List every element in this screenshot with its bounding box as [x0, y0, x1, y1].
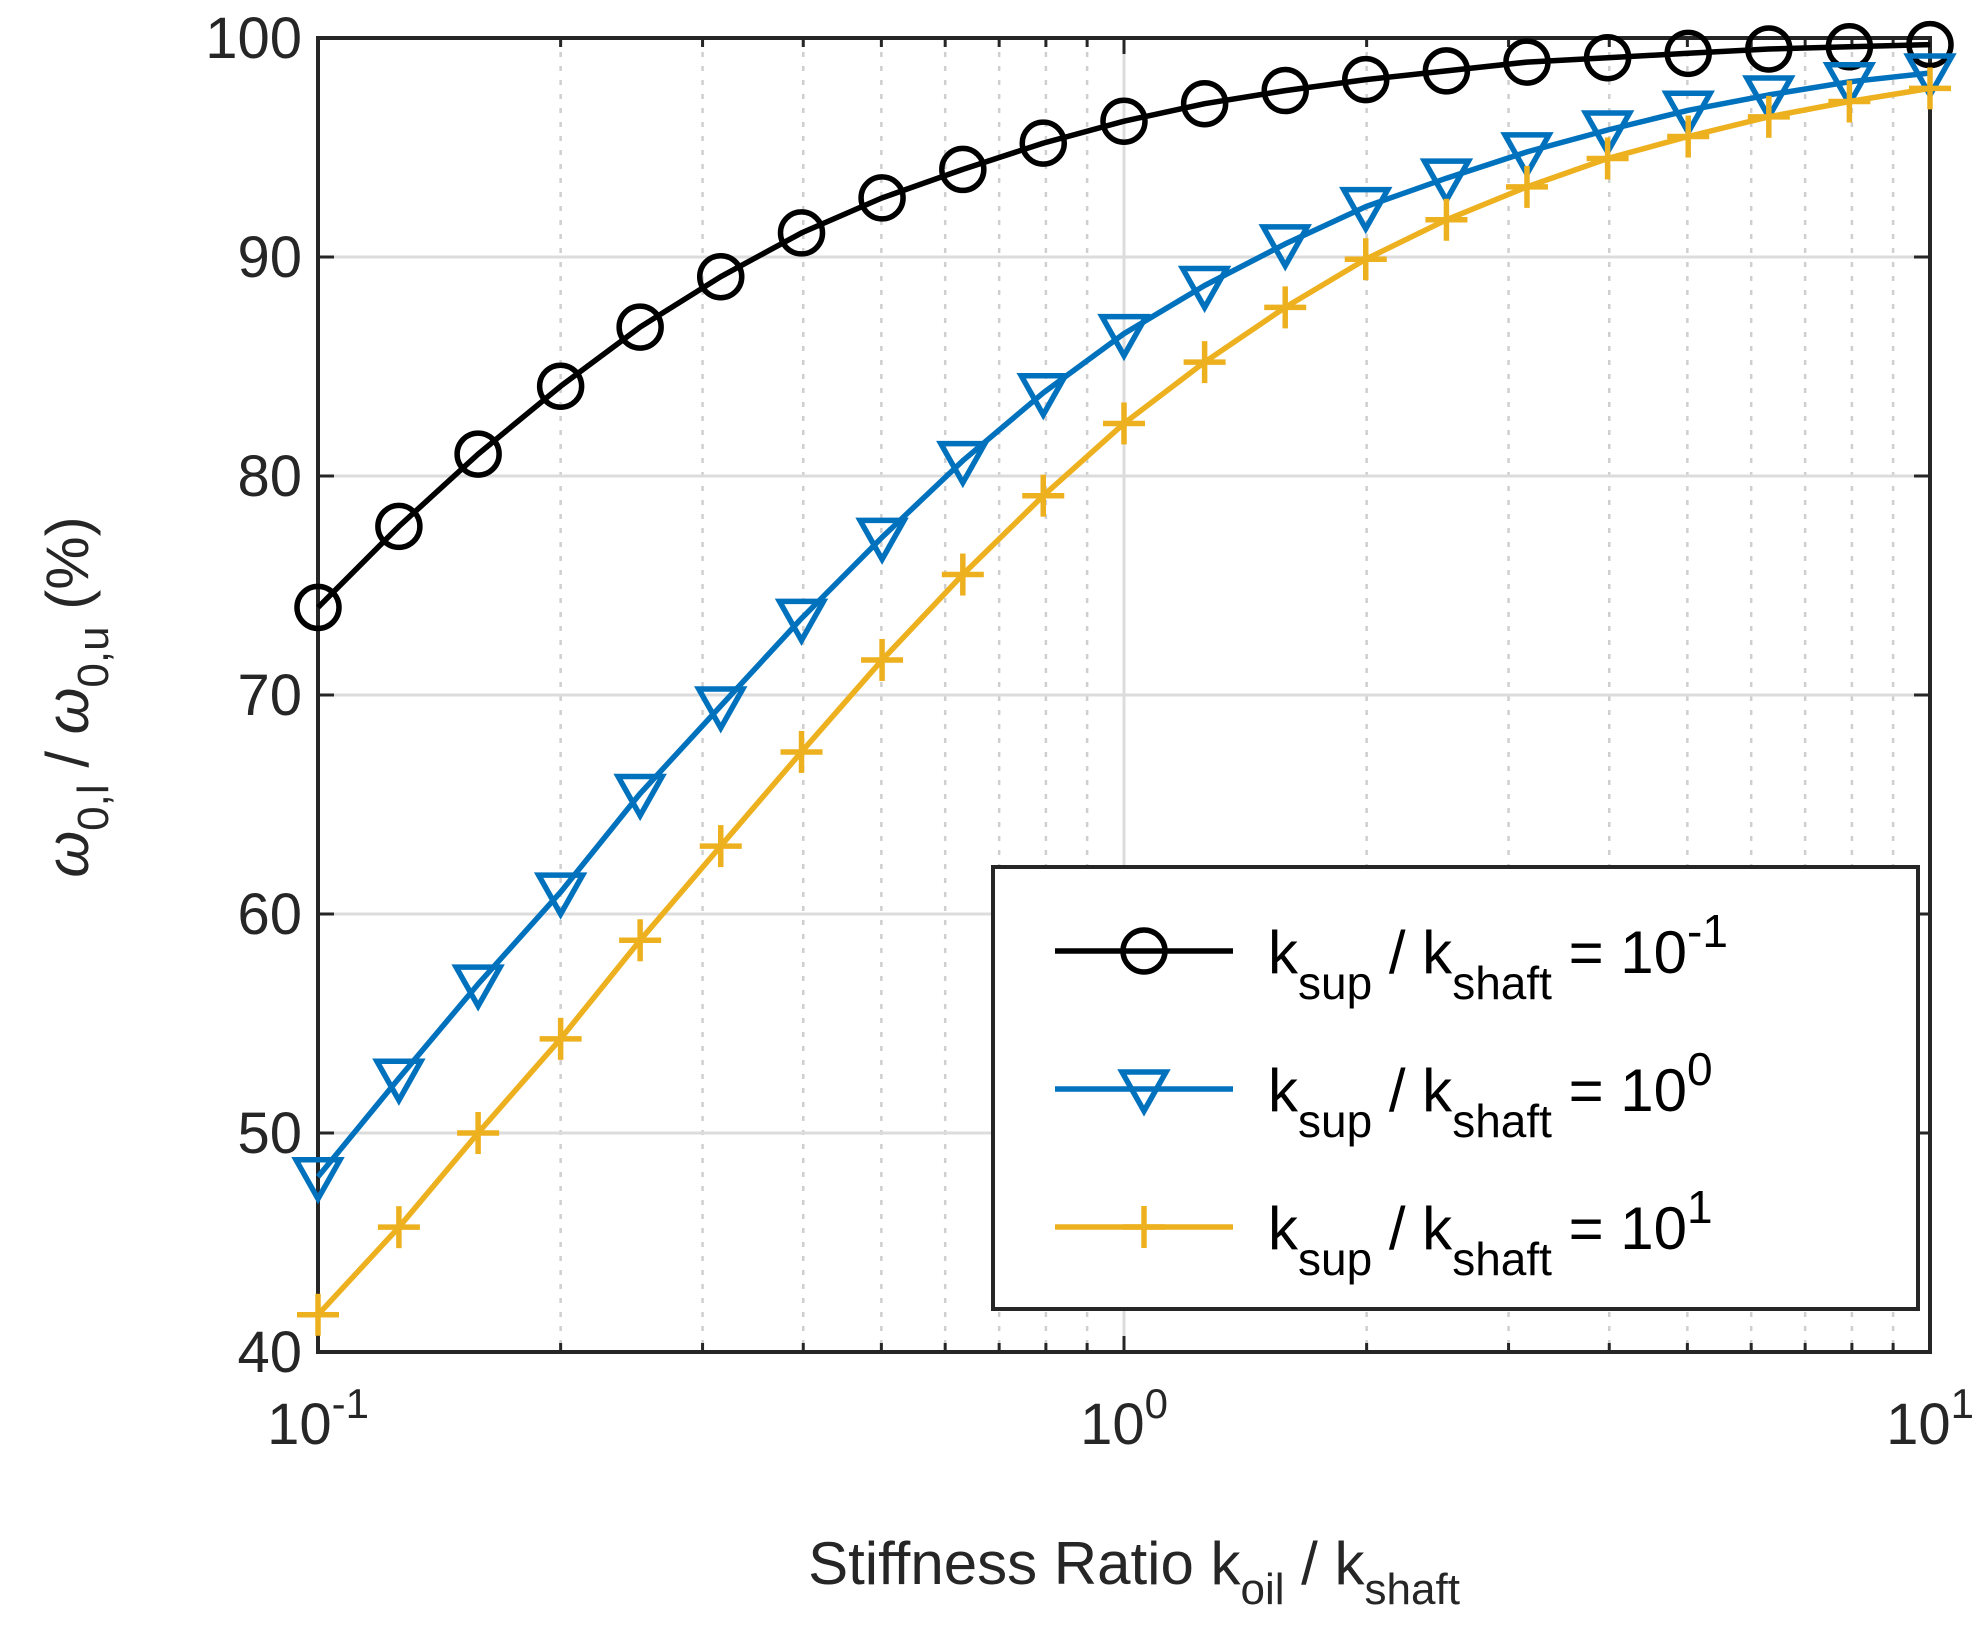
x-tick-label: 101 — [1886, 1380, 1974, 1457]
data-point-plus — [539, 1017, 582, 1060]
data-point-triangle-down — [1500, 132, 1554, 180]
legend-item: ksup / kshaft = 101 — [1055, 1181, 1713, 1285]
data-point-circle — [777, 209, 826, 257]
y-tick-label: 80 — [237, 444, 302, 509]
data-point-plus — [1747, 95, 1790, 138]
data-point-circle — [1503, 38, 1551, 86]
data-point-triangle-down — [1822, 62, 1877, 110]
series-line — [315, 70, 1931, 1179]
data-point-circle — [616, 303, 664, 351]
data-point-plus — [1586, 137, 1629, 180]
data-point-triangle-down — [1661, 90, 1715, 138]
data-point-circle — [1745, 25, 1793, 73]
data-point-triangle-down — [774, 598, 829, 646]
data-point-circle — [1019, 119, 1068, 167]
data-point-triangle-down — [1016, 373, 1070, 421]
series-triangle-down — [291, 53, 1957, 1205]
y-tick-label: 90 — [237, 225, 302, 290]
y-tick-label: 60 — [237, 882, 302, 947]
y-tick-label: 70 — [237, 663, 302, 728]
x-axis-title: Stiffness Ratio koil / kshaft — [808, 1530, 1460, 1614]
data-point-circle — [1180, 79, 1229, 128]
series-layer — [291, 20, 1957, 1336]
data-point-triangle-down — [936, 440, 990, 489]
data-point-plus — [699, 825, 742, 868]
data-point-triangle-down — [1177, 265, 1232, 314]
y-axis-title: ω0,l / ω0,u (%) — [34, 516, 118, 877]
series-circle — [294, 20, 1954, 632]
data-point-plus — [1264, 286, 1307, 329]
data-point-plus — [941, 553, 984, 596]
data-point-triangle-down — [1097, 313, 1151, 362]
data-point-plus — [1344, 238, 1387, 281]
data-point-triangle-down — [1419, 158, 1474, 206]
data-point-plus — [1022, 474, 1065, 517]
data-point-circle — [454, 430, 502, 478]
data-point-plus — [780, 730, 823, 773]
legend-item: ksup / kshaft = 10-1 — [1055, 905, 1728, 1009]
x-tick-label: 10-1 — [267, 1380, 369, 1457]
legend-marker-circle — [1120, 927, 1168, 975]
data-point-circle — [1664, 29, 1712, 78]
legend-marker-plus — [1123, 1206, 1165, 1248]
data-point-circle — [375, 502, 423, 551]
data-point-circle — [536, 362, 585, 410]
data-point-circle — [696, 252, 745, 301]
data-point-plus — [1909, 67, 1951, 110]
data-point-triangle-down — [1258, 224, 1312, 272]
data-point-triangle-down — [291, 1157, 345, 1205]
data-point-plus — [1667, 115, 1710, 158]
series-plus — [297, 67, 1951, 1336]
data-point-triangle-down — [1580, 110, 1635, 158]
data-point-plus — [861, 638, 904, 681]
series-line — [316, 41, 1931, 610]
tick-labels: 40 50 60 70 80 90 100 10-1 100 101 — [205, 6, 1974, 1457]
data-point-plus — [1828, 80, 1871, 123]
data-point-circle — [1261, 66, 1309, 115]
data-point-circle — [1100, 97, 1148, 145]
legend-label: ksup / kshaft = 100 — [1268, 1043, 1713, 1147]
y-tick-label: 100 — [205, 6, 302, 71]
data-point-triangle-down — [613, 773, 667, 822]
data-point-triangle-down — [694, 686, 748, 734]
data-point-circle — [1583, 33, 1632, 82]
data-point-circle — [1906, 20, 1954, 69]
data-point-plus — [619, 919, 662, 962]
data-point-plus — [457, 1112, 500, 1154]
data-point-circle — [858, 174, 906, 222]
y-tick-label: 50 — [237, 1101, 302, 1166]
x-tick-label: 100 — [1080, 1380, 1168, 1457]
data-point-triangle-down — [372, 1058, 426, 1106]
legend-label: ksup / kshaft = 101 — [1268, 1181, 1713, 1285]
data-point-circle — [1342, 55, 1390, 104]
legend-marker-triangle-down — [1117, 1069, 1171, 1117]
data-point-plus — [377, 1206, 420, 1249]
data-point-triangle-down — [451, 964, 505, 1012]
y-tick-label: 40 — [237, 1320, 302, 1385]
data-point-plus — [1505, 165, 1548, 208]
data-point-circle — [1422, 47, 1471, 95]
data-point-circle — [1825, 23, 1874, 71]
data-point-triangle-down — [533, 872, 588, 920]
data-point-plus — [1425, 198, 1468, 241]
data-point-circle — [939, 145, 987, 194]
data-point-plus — [297, 1293, 339, 1336]
data-point-plus — [1183, 341, 1226, 384]
data-point-triangle-down — [1339, 186, 1393, 235]
legend: ksup / kshaft = 10-1 ksup / kshaft = 100 k… — [991, 865, 1920, 1311]
legend-label: ksup / kshaft = 10-1 — [1268, 905, 1728, 1009]
data-point-triangle-down — [1903, 53, 1957, 101]
legend-item: ksup / kshaft = 100 — [1055, 1043, 1713, 1147]
data-point-triangle-down — [855, 517, 909, 565]
data-point-plus — [1103, 402, 1145, 445]
data-point-triangle-down — [1742, 75, 1796, 123]
data-point-circle — [294, 583, 342, 632]
